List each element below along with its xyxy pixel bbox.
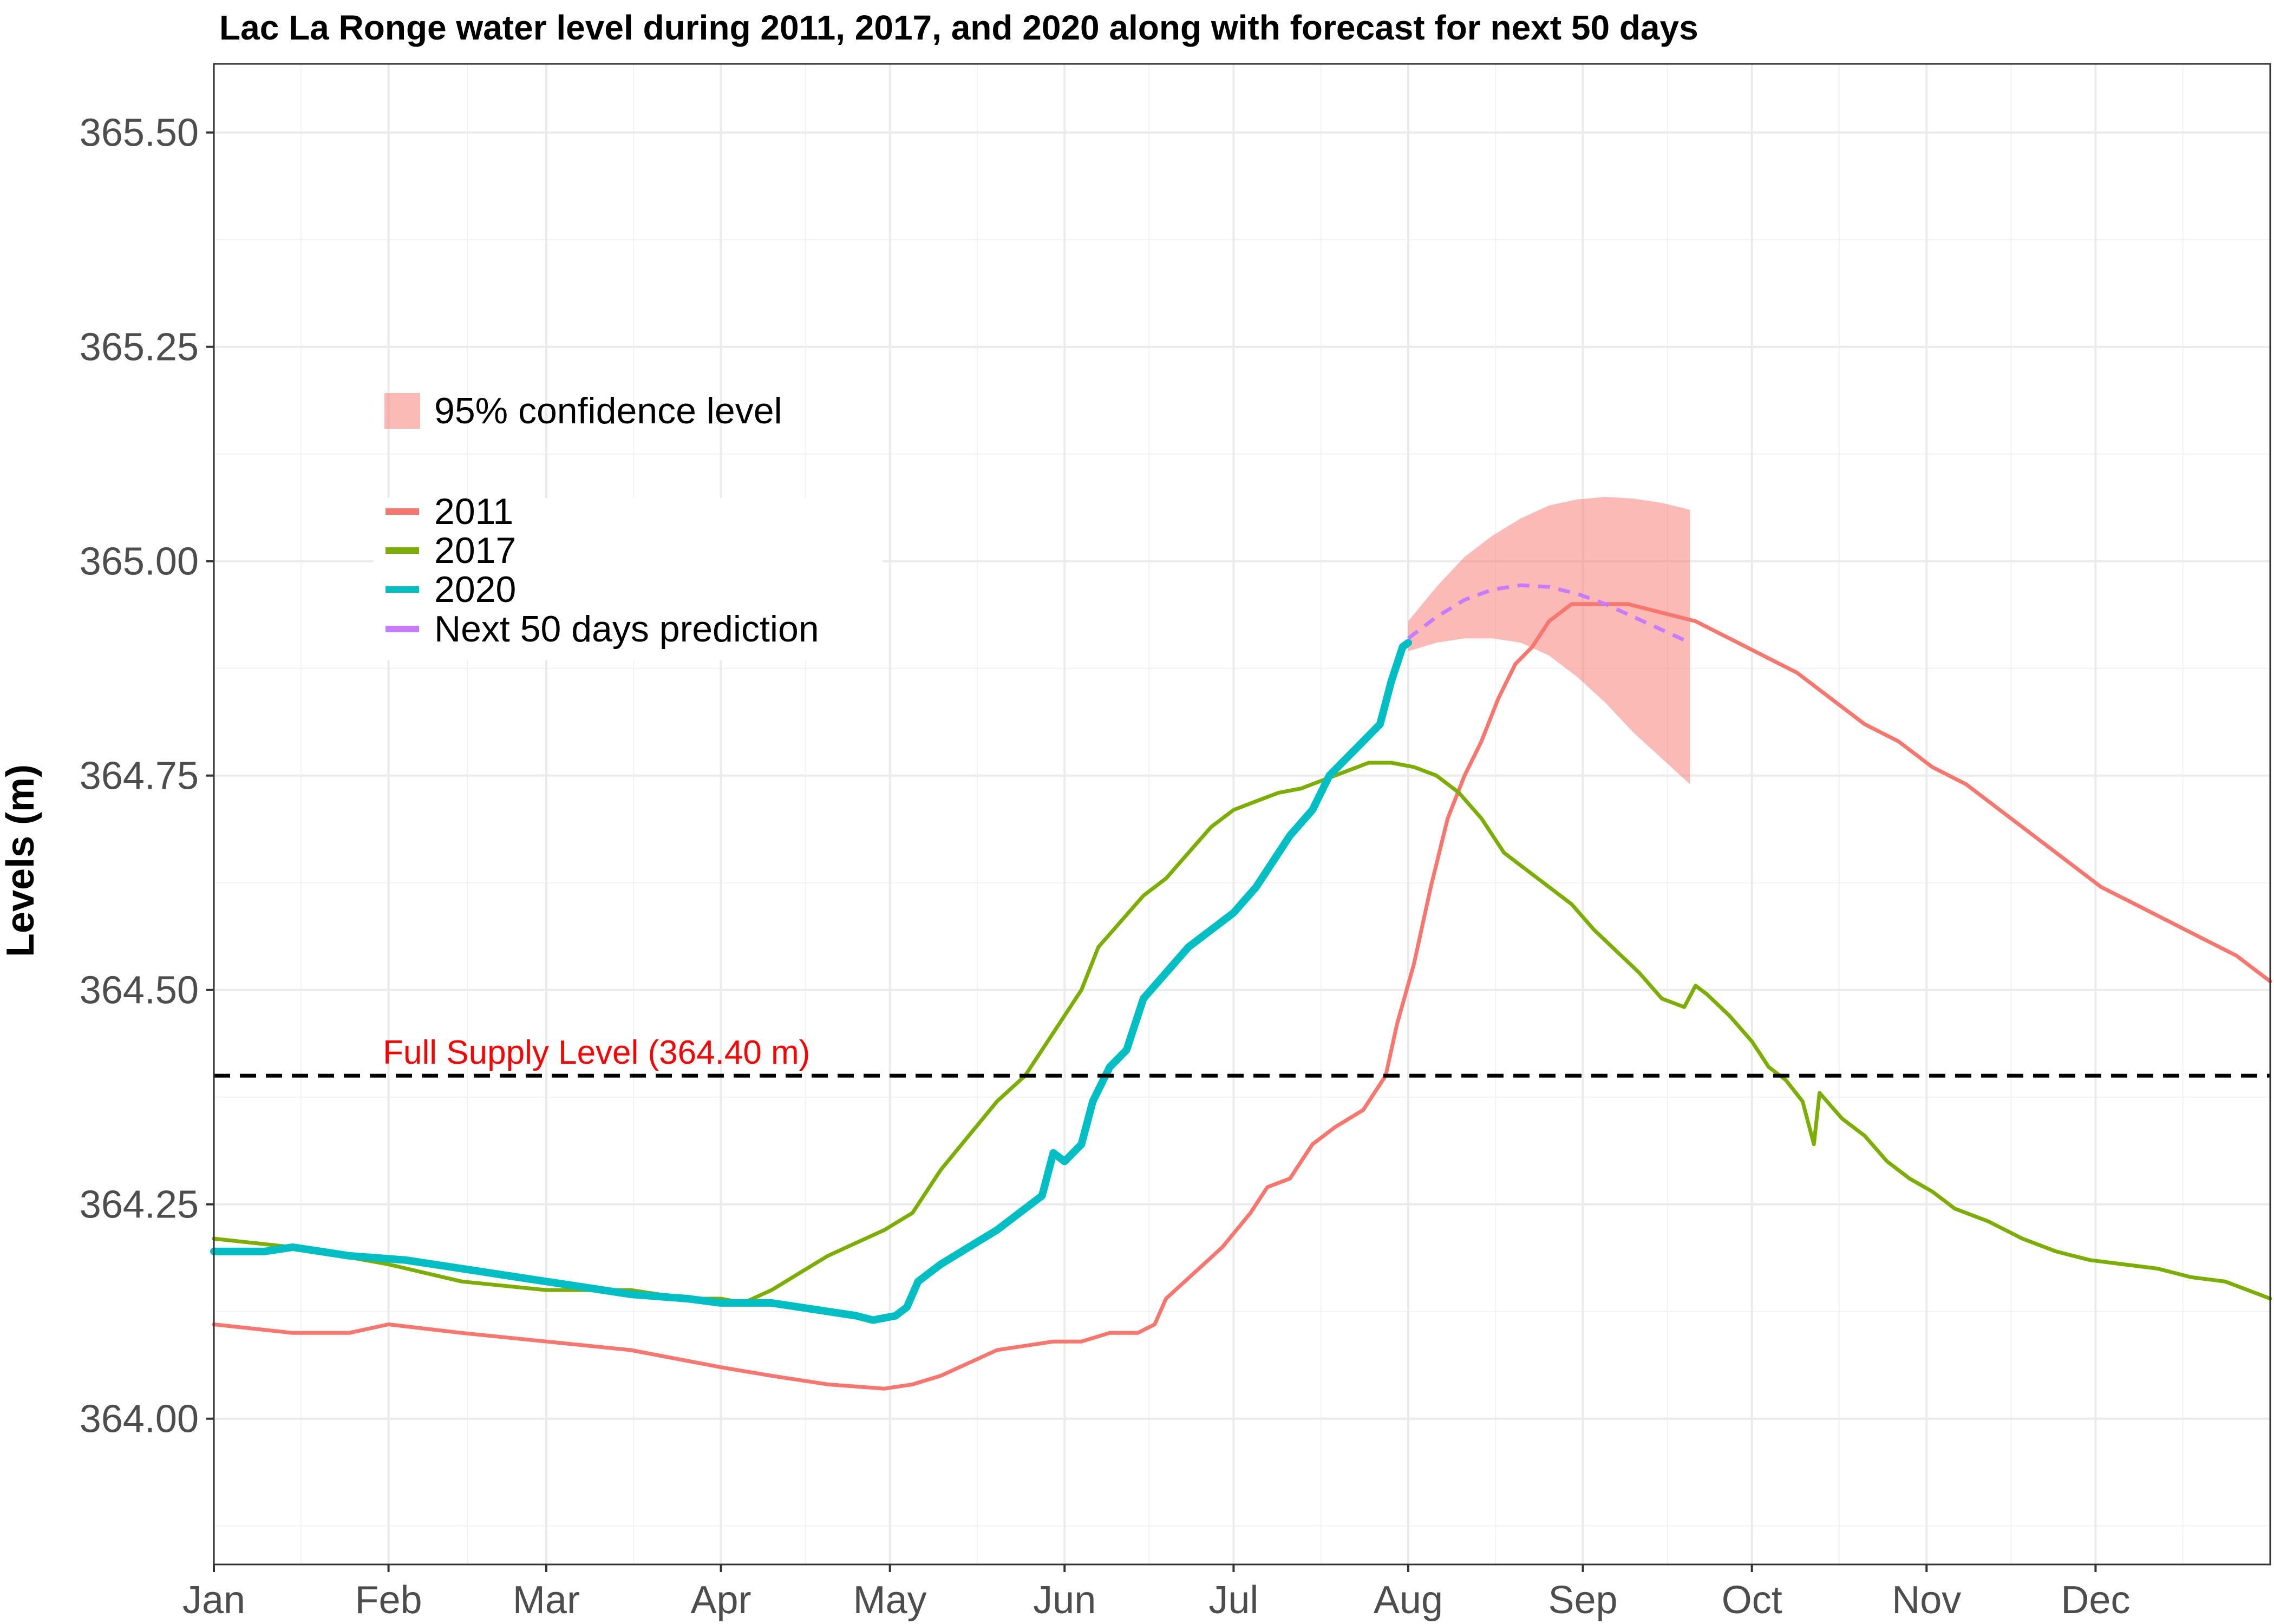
y-tick-label: 364.25	[80, 1183, 199, 1227]
x-tick-label: Sep	[1548, 1579, 1617, 1622]
x-tick-label: May	[853, 1579, 927, 1622]
x-tick-label: Feb	[355, 1579, 422, 1622]
y-tick-label: 364.00	[80, 1398, 199, 1441]
y-tick-label: 365.25	[80, 326, 199, 369]
ribbon-layer	[1408, 496, 1690, 784]
x-tick-label: Dec	[2061, 1579, 2130, 1622]
series-line-2011	[212, 602, 2272, 1391]
y-axis-label: Levels (m)	[0, 764, 42, 957]
x-tick-label: Jul	[1208, 1579, 1258, 1622]
y-tick-label: 365.50	[80, 112, 199, 155]
confidence-ribbon	[1408, 496, 1690, 784]
y-tick-label: 364.75	[80, 755, 199, 798]
series-line-2017	[212, 761, 2272, 1305]
reference-layer: Full Supply Level (364.40 m)	[214, 1034, 2270, 1078]
x-tick-label: Nov	[1892, 1579, 1961, 1622]
x-tick-label: Jun	[1033, 1579, 1096, 1622]
legend-label: 2020	[434, 569, 516, 610]
series-line-prediction	[1407, 583, 1691, 645]
axis-layer: 364.00 364.25 364.50 364.75 365.00 365.25 365.…	[80, 63, 2271, 1622]
panel-border	[213, 63, 2271, 1566]
grid	[213, 64, 2270, 1564]
x-tick-label: Aug	[1374, 1579, 1443, 1622]
legend-swatch-ribbon	[384, 393, 420, 429]
legend-label-ribbon: 95% confidence level	[434, 390, 782, 431]
x-tick-label: Apr	[690, 1579, 751, 1622]
x-tick-label: Oct	[1722, 1579, 1782, 1622]
x-tick-label: Jan	[182, 1579, 245, 1622]
legend-label: 2017	[434, 530, 516, 571]
full-supply-level-label: Full Supply Level (364.40 m)	[383, 1034, 810, 1071]
legend-label: Next 50 days prediction	[434, 608, 819, 650]
x-tick-label: Mar	[513, 1579, 580, 1622]
legend-label: 2011	[434, 491, 513, 532]
chart-title: Lac La Ronge water level during 2011, 20…	[219, 8, 1698, 47]
series-line-2020	[210, 639, 1412, 1324]
y-tick-label: 365.00	[80, 540, 199, 584]
y-tick-label: 364.50	[80, 969, 199, 1012]
series-layer	[210, 583, 2272, 1391]
legend-background	[374, 498, 883, 660]
